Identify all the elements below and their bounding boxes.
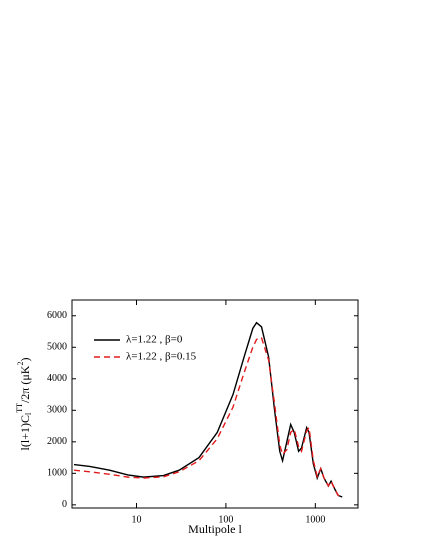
y-label-part: l(l+1)C (18, 415, 32, 450)
y-label-sup: 2 (16, 362, 25, 366)
y-tick-label: 4000 (47, 373, 67, 384)
x-tick-label: 10 (131, 514, 141, 525)
y-tick-label: 1000 (47, 468, 67, 479)
plot-frame (71, 299, 359, 509)
y-tick-label: 5000 (47, 342, 67, 353)
y-tick-label: 2000 (47, 436, 67, 447)
legend-label: λ=1.22 , β=0.15 (126, 351, 197, 363)
y-tick-label: 6000 (47, 310, 67, 321)
y-label-part: ) (18, 358, 32, 362)
legend-label: λ=1.22 , β=0 (126, 334, 183, 346)
y-label-sub: l (24, 412, 33, 415)
y-tick-label: 3000 (47, 405, 67, 416)
x-tick-label: 1000 (305, 514, 325, 525)
y-axis-label: l(l+1)ClTT/2π (μK2) (15, 358, 33, 451)
series-line (73, 336, 343, 498)
y-label-part: /2π (μK (18, 365, 32, 403)
x-axis-label: Multipole l (188, 522, 242, 536)
x-tick-label: 100 (218, 514, 233, 525)
series-line (73, 321, 343, 498)
y-tick-label: 0 (62, 499, 67, 510)
y-label-sup: TT (15, 403, 24, 413)
